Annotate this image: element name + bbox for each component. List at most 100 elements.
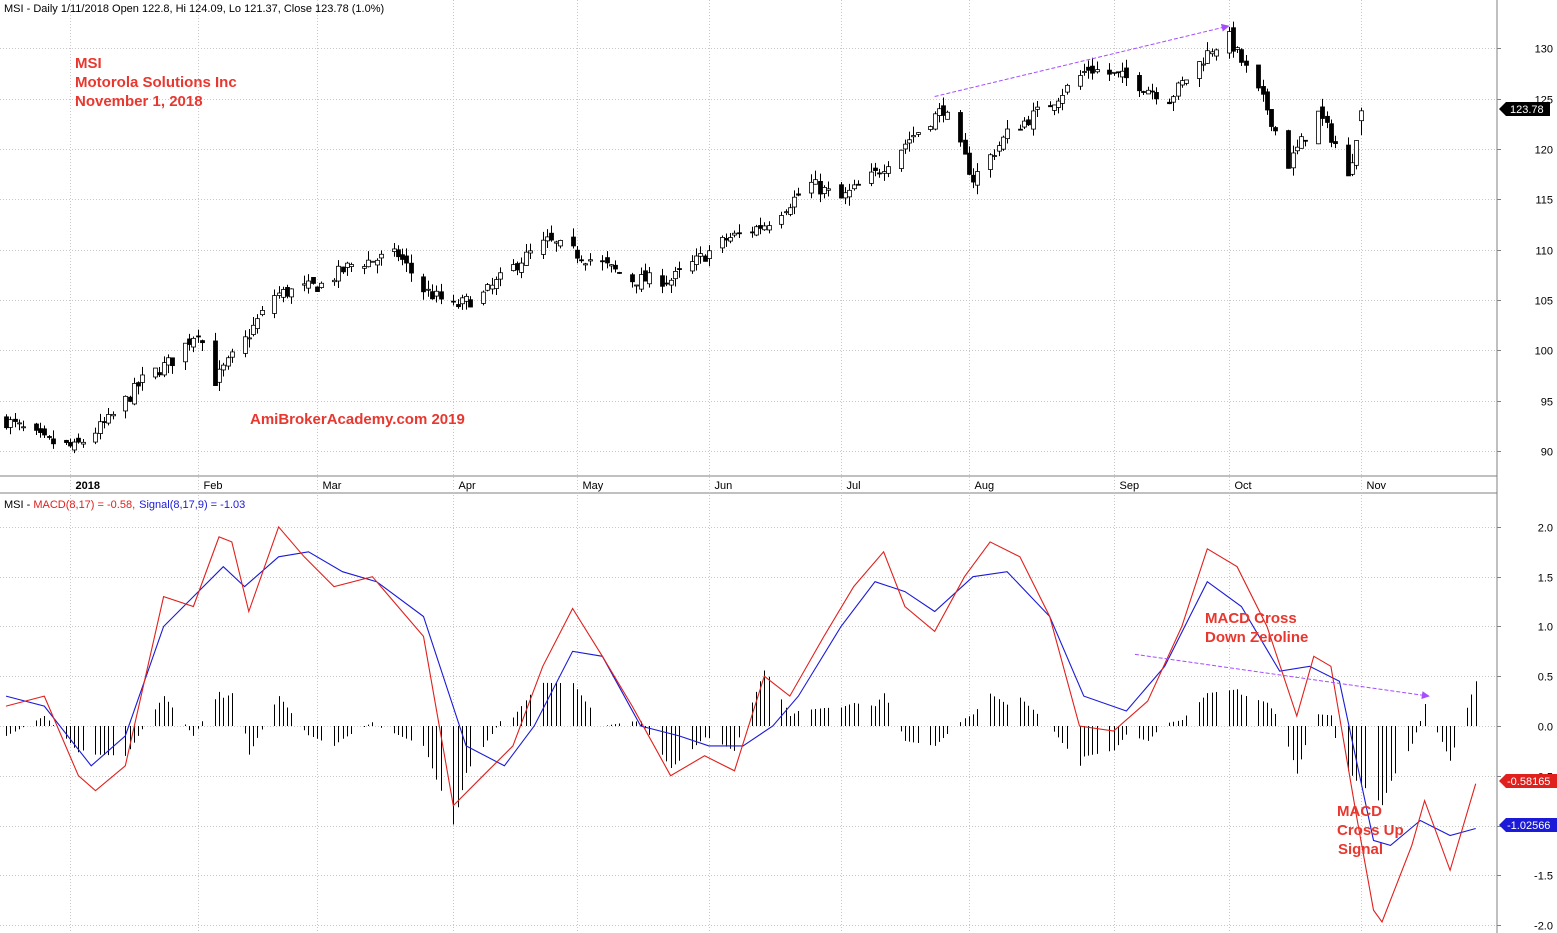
down-candle <box>1018 124 1023 131</box>
down-candle <box>515 261 520 276</box>
candle-body <box>818 181 823 195</box>
candle-body <box>690 261 695 272</box>
candle-body <box>281 289 286 298</box>
candle-body <box>788 207 793 215</box>
candle-body <box>1001 136 1006 150</box>
candle-body <box>332 279 337 283</box>
candle-body <box>1005 128 1010 140</box>
up-candle <box>319 281 324 289</box>
x-tick-label: Jun <box>715 480 733 492</box>
up-candle <box>886 161 891 178</box>
up-candle <box>1316 110 1321 145</box>
up-candle <box>847 183 852 206</box>
down-candle <box>1141 90 1146 95</box>
down-candle <box>1273 126 1278 136</box>
down-candle <box>128 395 133 403</box>
candle-body <box>600 260 605 263</box>
up-candle <box>1299 133 1304 149</box>
candle-body <box>1261 86 1266 95</box>
candle-body <box>762 225 767 231</box>
up-candle <box>903 139 908 154</box>
down-candle <box>1329 119 1334 148</box>
candle-body <box>1052 104 1057 111</box>
candle-body <box>98 421 103 434</box>
down-candle <box>1150 83 1155 100</box>
candle-body <box>1150 90 1155 93</box>
macd-header: MSI - MACD(8,17) = -0.58, Signal(8,17,9) … <box>4 499 245 511</box>
down-candle <box>196 329 201 343</box>
candle-body <box>779 215 784 225</box>
candle-body <box>1239 49 1244 63</box>
down-candle <box>1265 88 1270 115</box>
up-candle <box>247 328 252 348</box>
candle-body <box>1227 31 1232 54</box>
candle-body <box>647 272 652 285</box>
candle-body <box>1171 96 1176 103</box>
candle-body <box>643 270 648 282</box>
signal-line <box>5 551 1476 847</box>
candle-body <box>76 437 81 443</box>
up-candle <box>937 103 942 123</box>
macd-y-tick-label: -2.0 <box>1534 921 1553 933</box>
candle-body <box>1056 100 1061 108</box>
candle-body <box>226 357 231 367</box>
down-candle <box>1325 111 1330 129</box>
candle-body <box>464 295 469 302</box>
up-candle <box>928 125 933 132</box>
up-candle <box>1235 46 1240 53</box>
down-candle <box>967 146 972 176</box>
down-candle <box>1107 63 1112 81</box>
candle-body <box>1256 64 1261 89</box>
down-candle <box>311 277 316 285</box>
candle-body <box>162 362 167 376</box>
candle-body <box>583 263 588 266</box>
up-candle <box>822 185 827 199</box>
candle-body <box>230 351 235 358</box>
up-candle <box>221 362 226 377</box>
candle-body <box>605 257 610 264</box>
candle-body <box>157 372 162 376</box>
down-candle <box>1261 79 1266 102</box>
up-candle <box>140 366 145 391</box>
down-candle <box>315 286 320 292</box>
up-candle <box>541 231 546 259</box>
down-candle <box>1303 139 1308 147</box>
candle-body <box>767 225 772 231</box>
candle-body <box>677 268 682 270</box>
down-candle <box>200 339 205 351</box>
candle-body <box>93 432 98 443</box>
down-candle <box>873 162 878 177</box>
up-candle <box>1176 81 1181 100</box>
up-candle <box>375 258 380 274</box>
candle-body <box>1078 75 1083 87</box>
up-candle <box>1291 145 1296 176</box>
down-candle <box>856 180 861 186</box>
candle-body <box>997 145 1002 152</box>
price-y-tick-label: 100 <box>1535 346 1553 358</box>
candle-body <box>140 374 145 383</box>
down-candle <box>102 416 107 429</box>
candle-body <box>379 253 384 259</box>
down-candle <box>34 422 39 435</box>
candle-body <box>51 438 56 445</box>
macd-header-prefix: MSI - <box>4 499 33 511</box>
chart-frame <box>0 0 1498 933</box>
up-candle <box>1035 100 1040 118</box>
candle-body <box>664 282 669 285</box>
candle-body <box>34 423 39 431</box>
candle-body <box>1333 141 1338 145</box>
up-candle <box>1120 62 1125 83</box>
candle-body <box>1265 91 1270 111</box>
down-candle <box>1048 101 1053 108</box>
candle-body <box>945 111 950 120</box>
down-candle <box>64 439 69 446</box>
candle-body <box>1291 152 1296 169</box>
up-candle <box>1112 71 1117 76</box>
down-candle <box>47 435 52 440</box>
candle-body <box>963 139 968 155</box>
up-candle <box>1060 88 1065 111</box>
candle-body <box>1316 110 1321 145</box>
annotation-macd-cross-up-line1: MACD <box>1337 803 1382 820</box>
candle-body <box>975 171 980 186</box>
up-candle <box>426 280 431 297</box>
